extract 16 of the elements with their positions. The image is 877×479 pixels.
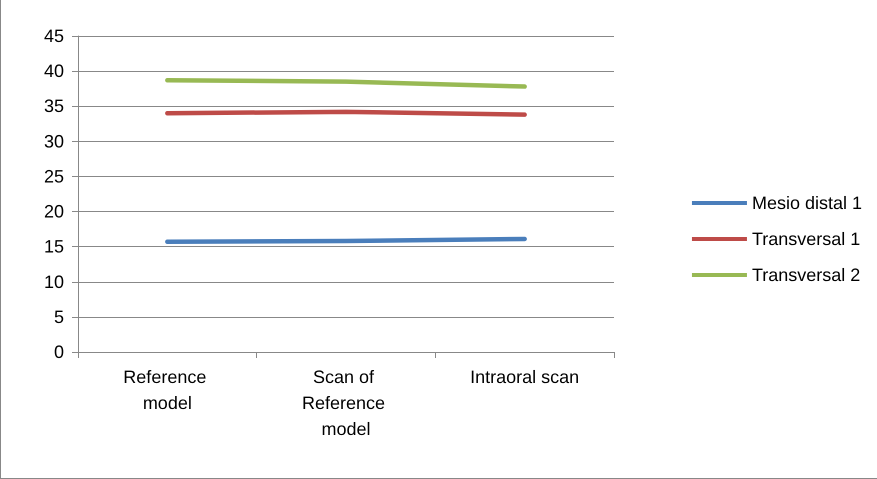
y-tick-label: 45 <box>44 26 64 46</box>
x-tick-label: Scan of Reference model <box>302 367 390 439</box>
legend-label: Transversal 2 <box>752 265 860 285</box>
y-tick-label: 30 <box>44 131 64 152</box>
y-tick-label: 25 <box>44 166 64 186</box>
y-tick-label: 15 <box>44 236 64 257</box>
y-tick-label: 5 <box>54 306 64 327</box>
x-tick-label: Intraoral scan <box>470 367 580 387</box>
y-tick-label: 10 <box>44 272 64 292</box>
legend-label: Mesio distal 1 <box>752 193 862 213</box>
y-tick-label: 35 <box>44 96 64 116</box>
y-tick-label: 40 <box>44 61 64 82</box>
legend-label: Transversal 1 <box>752 229 860 249</box>
x-tick-label: Reference model <box>123 367 212 413</box>
y-tick-label: 20 <box>44 202 64 222</box>
y-tick-label: 0 <box>54 342 64 362</box>
